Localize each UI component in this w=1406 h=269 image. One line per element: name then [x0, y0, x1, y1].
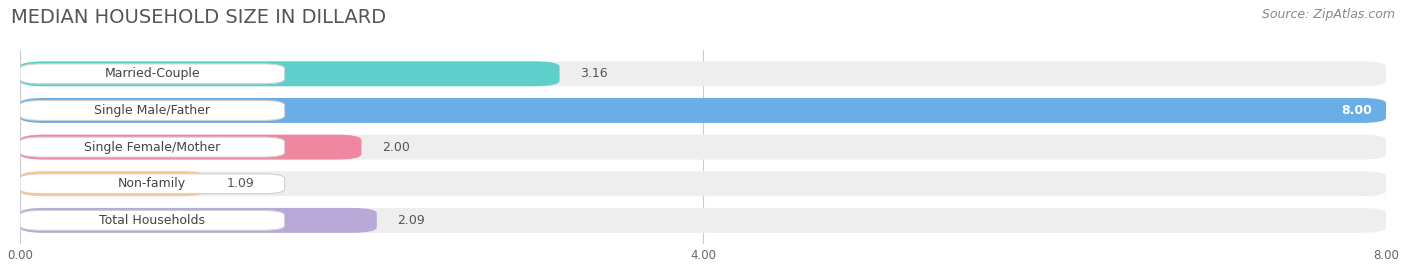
FancyBboxPatch shape: [20, 134, 1386, 160]
FancyBboxPatch shape: [20, 64, 284, 84]
Text: Married-Couple: Married-Couple: [104, 67, 200, 80]
Text: Single Male/Father: Single Male/Father: [94, 104, 211, 117]
FancyBboxPatch shape: [20, 171, 1386, 196]
Text: 1.09: 1.09: [226, 177, 254, 190]
FancyBboxPatch shape: [20, 174, 284, 194]
FancyBboxPatch shape: [20, 171, 207, 196]
Text: Source: ZipAtlas.com: Source: ZipAtlas.com: [1261, 8, 1395, 21]
FancyBboxPatch shape: [20, 61, 560, 86]
FancyBboxPatch shape: [20, 61, 1386, 86]
FancyBboxPatch shape: [20, 98, 1386, 123]
FancyBboxPatch shape: [20, 137, 284, 157]
FancyBboxPatch shape: [20, 134, 361, 160]
Text: 3.16: 3.16: [581, 67, 607, 80]
Text: Total Households: Total Households: [100, 214, 205, 227]
FancyBboxPatch shape: [20, 98, 1386, 123]
FancyBboxPatch shape: [20, 208, 1386, 233]
Text: 8.00: 8.00: [1341, 104, 1372, 117]
Text: MEDIAN HOUSEHOLD SIZE IN DILLARD: MEDIAN HOUSEHOLD SIZE IN DILLARD: [11, 8, 387, 27]
Text: 2.00: 2.00: [382, 141, 409, 154]
Text: 2.09: 2.09: [398, 214, 425, 227]
FancyBboxPatch shape: [20, 210, 284, 230]
FancyBboxPatch shape: [20, 208, 377, 233]
Text: Non-family: Non-family: [118, 177, 187, 190]
Text: Single Female/Mother: Single Female/Mother: [84, 141, 221, 154]
FancyBboxPatch shape: [20, 101, 284, 121]
